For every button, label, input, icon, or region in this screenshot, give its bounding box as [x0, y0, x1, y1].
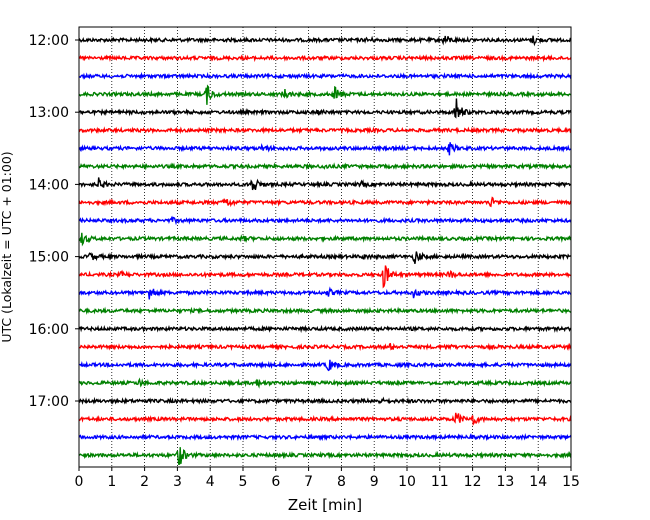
trace-12:00	[78, 35, 572, 47]
y-axis-label: UTC (Lokalzeit = UTC + 01:00)	[0, 151, 14, 342]
trace-16:00	[78, 324, 572, 334]
y-tick-label: 15:00	[29, 250, 69, 266]
x-tick-label: 14	[529, 474, 547, 490]
y-tick-label: 14:00	[29, 177, 69, 193]
x-tick-label: 4	[206, 474, 215, 490]
x-tick-label: 3	[173, 474, 182, 490]
x-tick-label: 13	[496, 474, 514, 490]
trace-12:45	[78, 84, 572, 105]
x-tick-label: 12	[464, 474, 482, 490]
trace-17:30	[78, 432, 572, 442]
trace-14:45	[78, 232, 572, 247]
y-tick-label: 12:00	[29, 33, 69, 49]
trace-16:15	[78, 342, 572, 352]
trace-14:15	[78, 196, 572, 208]
trace-16:30	[78, 359, 572, 372]
x-axis-label: Zeit [min]	[288, 496, 362, 514]
trace-13:45	[78, 162, 572, 171]
x-tick-label: 1	[107, 474, 116, 490]
x-tick-label: 8	[337, 474, 346, 490]
plot-frame	[78, 26, 572, 468]
y-tick-label: 17:00	[29, 394, 69, 410]
trace-17:45	[78, 447, 572, 465]
x-tick-label: 10	[398, 474, 416, 490]
x-axis-ticks: 0 1 2 3 4 5 6 7 8 9 10 11 12 13 14 15	[75, 467, 580, 490]
trace-15:30	[78, 286, 572, 300]
trace-13:00	[78, 98, 572, 119]
y-tick-label: 16:00	[29, 322, 69, 338]
trace-15:15	[78, 265, 572, 289]
trace-15:45	[79, 306, 572, 315]
trace-17:15	[78, 412, 572, 426]
x-tick-label: 15	[562, 474, 580, 490]
trace-17:00	[78, 396, 572, 406]
x-tick-label: 5	[239, 474, 248, 490]
trace-16:45	[78, 377, 572, 389]
x-tick-label: 7	[304, 474, 313, 490]
grid-lines	[111, 27, 539, 467]
y-tick-label: 13:00	[29, 105, 69, 121]
trace-13:15	[78, 126, 572, 135]
trace-12:30	[78, 71, 572, 81]
trace-14:30	[78, 215, 572, 226]
x-tick-label: 6	[271, 474, 280, 490]
x-tick-label: 0	[75, 474, 84, 490]
trace-15:00	[78, 251, 572, 264]
x-tick-label: 9	[370, 474, 379, 490]
x-tick-label: 11	[431, 474, 449, 490]
trace-14:00	[78, 177, 572, 191]
trace-13:30	[78, 142, 572, 156]
y-axis-ticks: 12:00 13:00 14:00 15:00 16:00 17:00	[29, 33, 79, 410]
trace-12:15	[78, 53, 572, 63]
x-tick-label: 2	[140, 474, 149, 490]
seismic-traces	[78, 35, 572, 465]
